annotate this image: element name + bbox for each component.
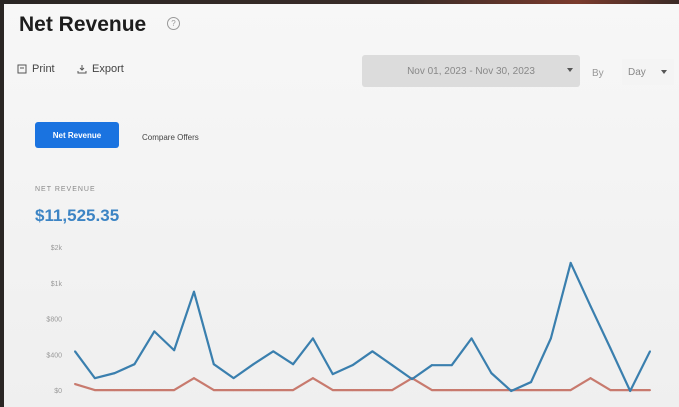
data-point[interactable]	[272, 350, 275, 353]
data-point[interactable]	[292, 389, 295, 392]
export-label: Export	[92, 63, 124, 75]
data-point[interactable]	[311, 377, 314, 380]
data-point[interactable]	[391, 389, 394, 392]
series-line	[74, 377, 650, 392]
data-point[interactable]	[450, 389, 453, 392]
data-point[interactable]	[173, 349, 176, 352]
data-point[interactable]	[609, 389, 612, 392]
date-range-value: Nov 01, 2023 - Nov 30, 2023	[407, 65, 535, 77]
tab-net-revenue[interactable]: Net Revenue	[35, 122, 119, 148]
data-point[interactable]	[113, 372, 116, 375]
data-point[interactable]	[133, 363, 136, 366]
data-point[interactable]	[252, 389, 255, 392]
data-point[interactable]	[371, 389, 374, 392]
data-point[interactable]	[569, 261, 572, 264]
data-point[interactable]	[212, 363, 215, 366]
data-point[interactable]	[331, 373, 334, 376]
data-point[interactable]	[232, 377, 235, 380]
metric-value: $11,525.35	[35, 206, 120, 225]
series-line	[74, 261, 651, 393]
data-point[interactable]	[153, 389, 156, 392]
data-point[interactable]	[133, 389, 136, 392]
data-point[interactable]	[311, 337, 314, 340]
data-point[interactable]	[391, 364, 394, 367]
data-point[interactable]	[530, 389, 533, 392]
data-point[interactable]	[430, 364, 433, 367]
data-point[interactable]	[351, 389, 354, 392]
y-tick-label: $400	[46, 352, 62, 359]
download-icon	[77, 65, 87, 74]
export-button[interactable]: Export	[77, 63, 124, 75]
data-point[interactable]	[351, 364, 354, 367]
y-tick-label: $0	[54, 388, 62, 395]
data-point[interactable]	[569, 389, 572, 392]
tab-compare-offers[interactable]: Compare Offers	[142, 133, 199, 142]
data-point[interactable]	[470, 389, 473, 392]
data-point[interactable]	[192, 290, 195, 293]
data-point[interactable]	[589, 305, 592, 308]
by-label: By	[592, 68, 604, 79]
data-point[interactable]	[192, 377, 195, 380]
data-point[interactable]	[549, 389, 552, 392]
data-point[interactable]	[411, 378, 414, 381]
data-point[interactable]	[649, 389, 651, 392]
date-range-select[interactable]: Nov 01, 2023 - Nov 30, 2023	[362, 55, 580, 87]
data-point[interactable]	[173, 389, 176, 392]
data-point[interactable]	[292, 363, 295, 366]
print-button[interactable]: Print	[17, 63, 55, 75]
granularity-select[interactable]: Day	[622, 59, 674, 85]
data-point[interactable]	[629, 390, 632, 392]
print-label: Print	[32, 63, 55, 75]
data-point[interactable]	[549, 337, 552, 340]
page-title: Net Revenue	[19, 13, 147, 36]
data-point[interactable]	[331, 389, 334, 392]
data-point[interactable]	[470, 337, 473, 340]
data-point[interactable]	[153, 330, 156, 333]
data-point[interactable]	[609, 347, 612, 350]
chevron-down-icon	[567, 68, 573, 72]
data-point[interactable]	[649, 350, 651, 353]
data-point[interactable]	[430, 389, 433, 392]
granularity-value: Day	[628, 66, 646, 78]
data-point[interactable]	[93, 389, 96, 392]
data-point[interactable]	[510, 390, 513, 392]
y-tick-label: $2k	[51, 245, 63, 252]
data-point[interactable]	[371, 350, 374, 353]
data-point[interactable]	[530, 381, 533, 384]
chevron-down-icon	[661, 70, 667, 74]
data-point[interactable]	[93, 377, 96, 380]
data-point[interactable]	[74, 383, 76, 386]
data-point[interactable]	[252, 363, 255, 366]
data-point[interactable]	[212, 389, 215, 392]
print-icon	[17, 64, 27, 74]
data-point[interactable]	[272, 389, 275, 392]
data-point[interactable]	[490, 389, 493, 392]
revenue-page: Net Revenue ? Print Export Nov 01, 2023 …	[4, 4, 679, 407]
data-point[interactable]	[450, 364, 453, 367]
data-point[interactable]	[490, 372, 493, 375]
help-circle-icon[interactable]: ?	[167, 17, 180, 30]
data-point[interactable]	[113, 389, 116, 392]
data-point[interactable]	[74, 350, 76, 353]
data-point[interactable]	[232, 389, 235, 392]
data-point[interactable]	[589, 377, 592, 380]
window-top-edge	[0, 0, 679, 5]
y-tick-label: $1k	[51, 281, 63, 288]
metric-label: NET REVENUE	[35, 186, 96, 193]
y-tick-label: $800	[46, 317, 62, 324]
